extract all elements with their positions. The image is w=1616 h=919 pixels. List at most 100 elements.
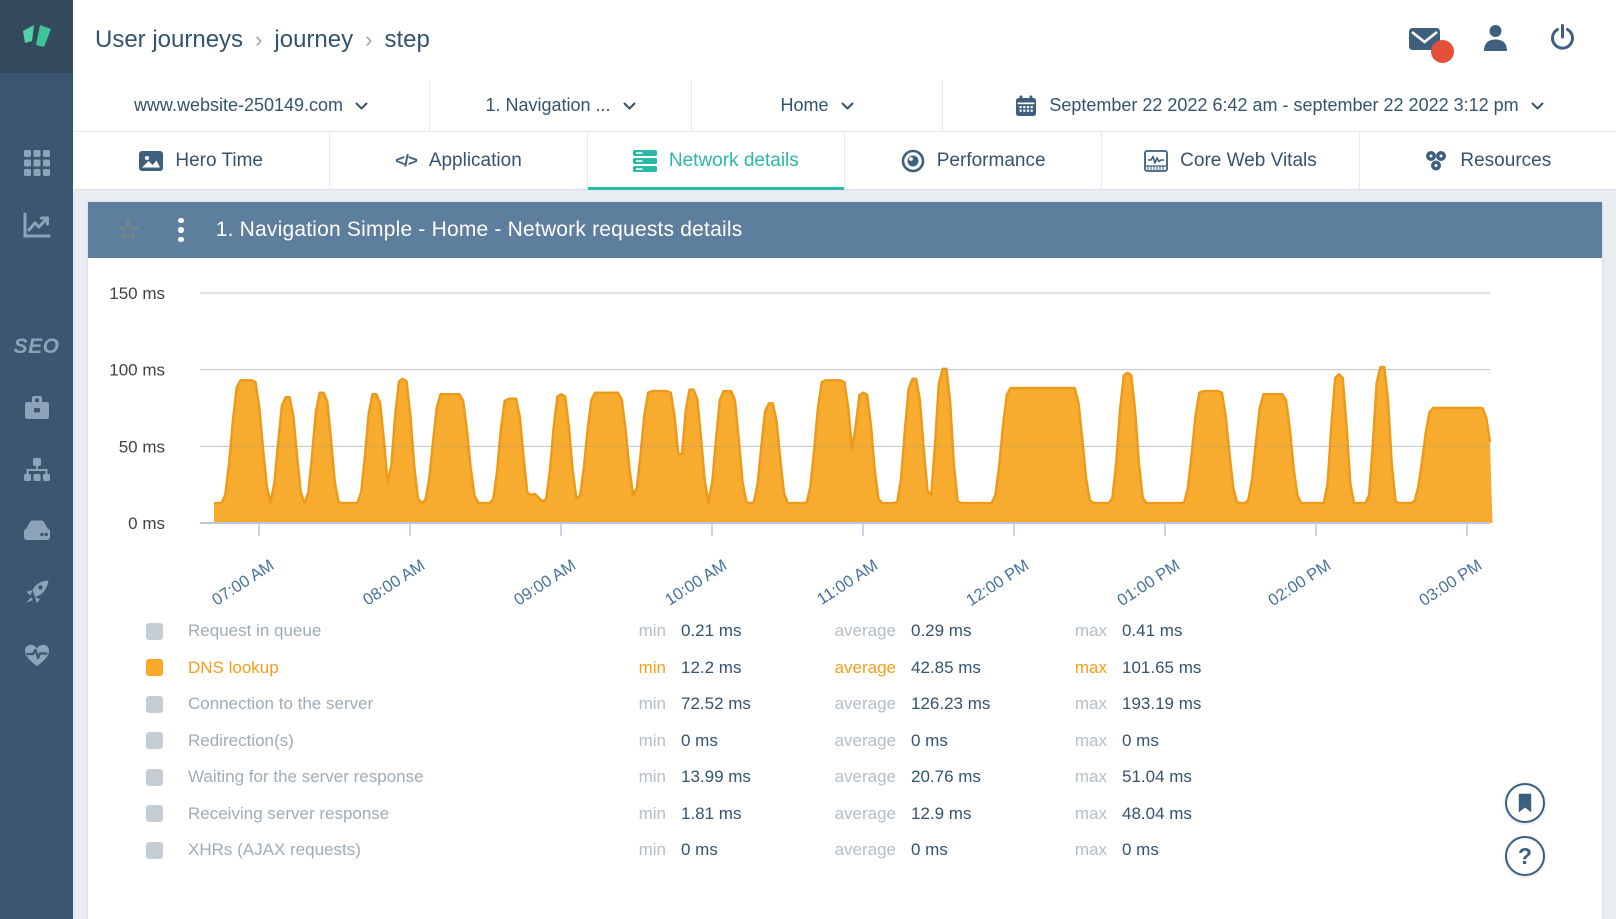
legend-row: Receiving server response min 1.81 ms avera… (88, 796, 1602, 833)
heart-pulse-icon (24, 644, 49, 666)
rocket-icon (25, 580, 48, 603)
series-label[interactable]: XHRs (AJAX requests) (188, 840, 361, 860)
tab-performance[interactable]: Performance (843, 132, 1101, 189)
messages-button[interactable] (1408, 26, 1454, 63)
logout-button[interactable] (1549, 23, 1576, 57)
stat-key-max: max (1074, 621, 1107, 641)
stat-value-average: 0.29 ms (911, 621, 972, 641)
stat-value-min: 1.81 ms (681, 803, 742, 823)
series-label[interactable]: Receiving server response (188, 803, 390, 823)
power-icon (1551, 23, 1574, 50)
step-selector[interactable]: 1. Navigation ... (429, 80, 691, 131)
step-selector-value: 1. Navigation ... (485, 95, 611, 115)
series-toggle-checkbox[interactable] (146, 732, 163, 750)
legend-row: Waiting for the server response min 13.99 … (88, 759, 1602, 796)
vitals-chart-icon (1144, 149, 1169, 172)
sitemap-icon (23, 458, 50, 481)
sidebar-item-health[interactable] (0, 633, 73, 677)
breadcrumb-separator: › (255, 27, 263, 52)
stat-value-max: 0.41 ms (1122, 621, 1183, 641)
sidebar-item-servers[interactable] (0, 509, 73, 553)
series-toggle-checkbox[interactable] (146, 622, 163, 640)
series-toggle-checkbox[interactable] (146, 841, 163, 859)
breadcrumb-user-journeys[interactable]: User journeys (95, 26, 244, 53)
tab-network-details[interactable]: Network details (586, 132, 845, 190)
tab-hero-time[interactable]: Hero Time (73, 132, 329, 189)
page-selector[interactable]: Home (691, 80, 942, 131)
stat-value-average: 0 ms (911, 840, 948, 860)
series-label[interactable]: Redirection(s) (188, 730, 294, 750)
chevron-down-icon (841, 102, 853, 109)
series-toggle-checkbox[interactable] (146, 695, 163, 713)
sidebar-item-speed[interactable] (0, 570, 73, 614)
stat-key-average: average (834, 730, 896, 750)
stat-value-max: 193.19 ms (1122, 694, 1202, 714)
legend-row: DNS lookup min 12.2 ms average 42.85 ms max 10… (88, 650, 1602, 687)
image-icon (139, 150, 164, 171)
breadcrumb: User journeys › journey › step (95, 26, 430, 54)
stat-value-average: 12.9 ms (911, 803, 972, 823)
stat-key-average: average (834, 803, 896, 823)
tab-label: Hero Time (175, 149, 263, 171)
stat-key-average: average (834, 840, 896, 860)
series-label[interactable]: Waiting for the server response (188, 767, 424, 787)
svg-text:12:00 PM: 12:00 PM (963, 556, 1032, 610)
bookmark-icon (1518, 793, 1532, 812)
stat-value-min: 0 ms (681, 730, 718, 750)
breadcrumb-step[interactable]: step (384, 26, 430, 53)
stat-key-max: max (1074, 657, 1107, 677)
date-range-selector[interactable]: September 22 2022 6:42 am - september 22… (942, 80, 1616, 131)
bookmark-button[interactable] (1505, 783, 1545, 823)
server-drive-icon (23, 520, 50, 540)
series-toggle-checkbox[interactable] (146, 768, 163, 786)
series-label[interactable]: Connection to the server (188, 694, 374, 714)
help-button[interactable]: ? (1505, 836, 1545, 876)
stat-key-min: min (638, 730, 666, 750)
series-label[interactable]: Request in queue (188, 621, 322, 641)
main-area: User journeys › journey › step (73, 0, 1616, 919)
tab-resources[interactable]: Resources (1358, 132, 1616, 189)
series-toggle-checkbox[interactable] (146, 805, 163, 823)
stat-key-average: average (834, 621, 896, 641)
stat-key-average: average (834, 767, 896, 787)
breadcrumb-journey[interactable]: journey (274, 26, 354, 53)
stat-value-average: 126.23 ms (911, 694, 991, 714)
chevron-down-icon (355, 102, 368, 109)
user-icon (1484, 24, 1507, 51)
sidebar-item-toolkit[interactable] (0, 386, 73, 430)
favorite-star-icon[interactable]: ☆ (116, 214, 141, 245)
widget-menu-button[interactable] (172, 214, 190, 247)
apps-grid-icon (23, 150, 50, 176)
website-selector-value: www.website-250149.com (133, 95, 344, 115)
date-range-value: September 22 2022 6:42 am - september 22… (1049, 95, 1519, 115)
stat-key-max: max (1074, 767, 1107, 787)
tab-application[interactable]: </> Application (329, 132, 586, 189)
sidebar-item-seo[interactable]: SEO (0, 325, 73, 369)
widget-header: ☆ 1. Navigation Simple - Home - Network … (88, 202, 1602, 258)
stat-value-average: 0 ms (911, 730, 948, 750)
server-stack-icon (632, 149, 657, 172)
stat-value-max: 0 ms (1122, 730, 1159, 750)
network-timings-chart[interactable]: 0 ms 50 ms 100 ms 150 ms 07:00 AM 08:00 AM 09:… (88, 258, 1602, 610)
tab-label: Performance (936, 149, 1046, 171)
network-details-widget: ☆ 1. Navigation Simple - Home - Network … (88, 202, 1602, 919)
stat-value-max: 51.04 ms (1122, 767, 1192, 787)
app-logo[interactable] (0, 0, 73, 73)
sidebar-item-dashboards[interactable] (0, 141, 73, 185)
tab-core-web-vitals[interactable]: Core Web Vitals (1101, 132, 1358, 189)
account-button[interactable] (1482, 24, 1509, 57)
context-selector-row: www.website-250149.com 1. Navigation ...… (73, 80, 1616, 132)
series-label[interactable]: DNS lookup (188, 657, 279, 677)
legend-row: XHRs (AJAX requests) min 0 ms average 0 ms ma… (88, 832, 1602, 869)
svg-text:10:00 AM: 10:00 AM (662, 556, 730, 609)
stat-value-average: 20.76 ms (911, 767, 981, 787)
help-question-mark: ? (1517, 842, 1533, 869)
svg-text:01:00 PM: 01:00 PM (1114, 556, 1183, 610)
top-bar: User journeys › journey › step (73, 0, 1616, 80)
sidebar-item-sitemap[interactable] (0, 448, 73, 492)
website-selector[interactable]: www.website-250149.com (73, 80, 429, 131)
widget-title: 1. Navigation Simple - Home - Network re… (215, 218, 743, 241)
sidebar-item-analytics[interactable] (0, 203, 73, 247)
stat-value-max: 48.04 ms (1122, 803, 1192, 823)
series-toggle-checkbox[interactable] (146, 659, 163, 677)
